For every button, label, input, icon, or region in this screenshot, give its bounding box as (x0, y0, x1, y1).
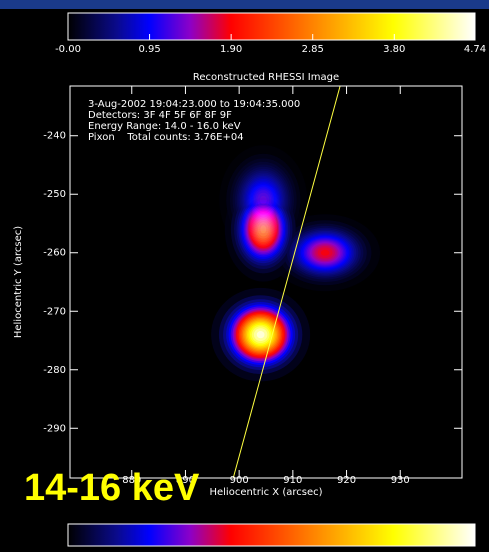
plot-frame (69, 85, 463, 479)
source (224, 177, 302, 282)
top-strip (0, 0, 489, 9)
chart-title: Reconstructed RHESSI Image (193, 72, 339, 83)
y-tick-label: -250 (43, 189, 66, 200)
y-tick-label: -290 (43, 423, 66, 434)
y-axis-label: Heliocentric Y (arcsec) (13, 226, 24, 338)
image-background (70, 86, 462, 478)
x-tick-label: 920 (337, 475, 356, 486)
source-level (260, 225, 267, 234)
source-level (256, 331, 265, 339)
x-axis-label: Heliocentric X (arcsec) (209, 487, 322, 498)
colorbar-tick-label: 0.95 (138, 44, 160, 55)
annotation: 3-Aug-2002 19:04:23.000 to 19:04:35.000 (88, 99, 300, 110)
colorbar-tick-label: 2.85 (302, 44, 324, 55)
solar-limb (232, 86, 341, 478)
annotation: Pixon Total counts: 3.76E+04 (88, 132, 244, 143)
source (270, 214, 381, 292)
x-tick-label: 880 (122, 475, 141, 486)
colorbar (67, 12, 476, 41)
y-tick-label: -240 (43, 131, 66, 142)
annotation: Detectors: 3F 4F 5F 6F 8F 9F (88, 110, 232, 121)
x-tick-label: 910 (283, 475, 302, 486)
annotation: Energy Range: 14.0 - 16.0 keV (88, 121, 241, 132)
x-tick-label: 900 (230, 475, 249, 486)
x-tick-label: 930 (391, 475, 410, 486)
colorbar-tick-label: 1.90 (220, 44, 242, 55)
source (211, 287, 311, 382)
image (70, 86, 462, 478)
colorbar-tick-label: 4.74 (464, 44, 486, 55)
source-level (320, 249, 330, 256)
x-tick-label: 890 (176, 475, 195, 486)
colorbar-tick-label: 3.80 (383, 44, 405, 55)
y-tick-label: -270 (43, 306, 66, 317)
colorbar-bottom (67, 523, 476, 547)
y-tick-label: -260 (43, 248, 66, 259)
y-tick-label: -280 (43, 365, 66, 376)
colorbar-tick-label: -0.00 (55, 44, 81, 55)
energy-band-label: 14-16 keV (24, 467, 200, 509)
